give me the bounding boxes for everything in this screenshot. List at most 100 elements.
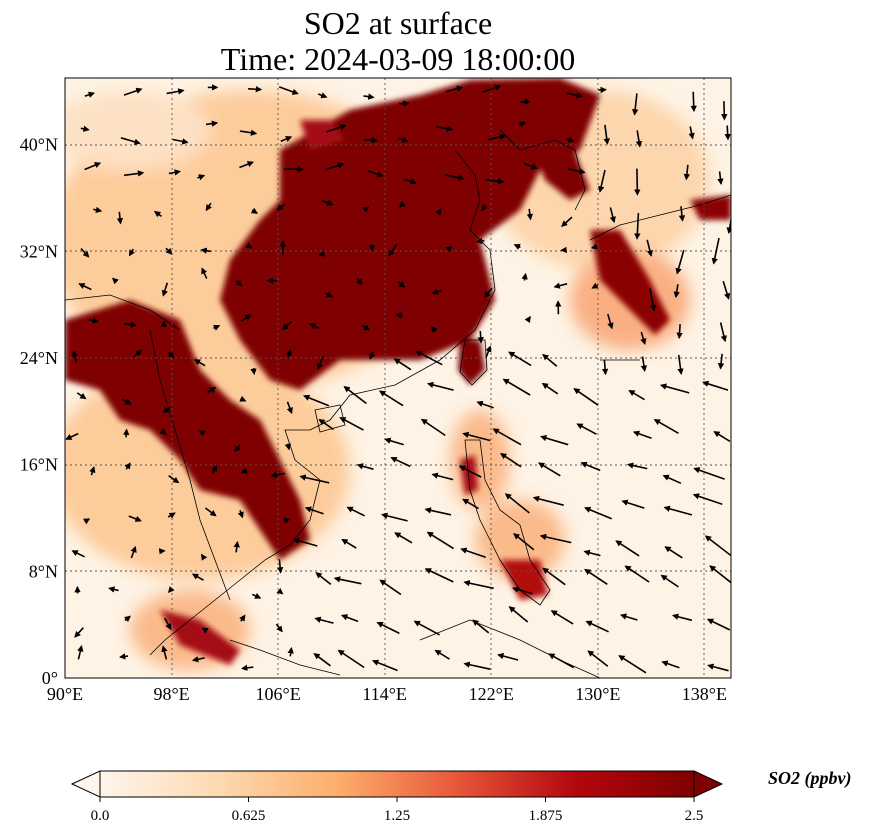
wind-arrow — [276, 559, 284, 574]
wind-arrow — [653, 419, 679, 434]
wind-arrow — [198, 430, 206, 437]
wind-arrow — [200, 247, 212, 254]
wind-arrow — [164, 617, 172, 631]
wind-arrow — [445, 85, 464, 93]
wind-arrow — [511, 586, 533, 595]
wind-arrow — [161, 645, 168, 660]
wind-arrow — [340, 614, 359, 623]
wind-arrow — [640, 356, 648, 372]
colorbar-tick-label: 1.25 — [384, 808, 410, 824]
wind-arrow — [275, 623, 283, 633]
wind-arrow — [709, 565, 731, 584]
wind-arrow — [239, 161, 254, 169]
wind-arrow — [235, 279, 243, 287]
colorbar-gradient — [99, 770, 695, 798]
wind-arrow — [245, 242, 253, 249]
wind-arrow — [65, 432, 79, 440]
wind-arrow — [399, 201, 406, 208]
wind-arrow — [213, 324, 221, 331]
wind-arrow — [585, 620, 609, 633]
wind-arrow — [404, 178, 417, 185]
wind-arrow — [111, 277, 119, 285]
wind-arrow — [280, 135, 293, 142]
wind-arrow — [93, 206, 103, 214]
wind-arrow — [413, 620, 440, 636]
lon-tick-label: 90°E — [47, 684, 83, 704]
wind-arrow — [415, 350, 443, 366]
wind-arrow — [292, 537, 318, 547]
gridlines — [65, 78, 731, 678]
wind-arrow — [168, 475, 180, 484]
lon-tick-label: 138°E — [682, 684, 727, 704]
wind-arrow — [476, 237, 485, 245]
wind-arrow — [124, 462, 131, 470]
wind-arrow — [548, 653, 575, 669]
wind-arrow — [250, 207, 258, 214]
wind-arrow — [523, 162, 538, 170]
wind-arrow — [78, 283, 92, 291]
wind-arrow — [80, 125, 90, 132]
wind-arrow — [711, 237, 720, 265]
wind-arrow — [541, 382, 559, 395]
wind-arrow — [635, 130, 643, 148]
wind-arrow — [276, 587, 284, 595]
wind-arrow — [424, 507, 452, 516]
wind-arrow — [167, 586, 175, 593]
colorbar-tick-label: 2.5 — [685, 808, 704, 824]
wind-arrow — [381, 512, 408, 522]
wind-arrow — [283, 517, 291, 524]
wind-arrow — [690, 91, 697, 113]
wind-arrow — [706, 618, 731, 631]
wind-arrow — [508, 351, 532, 367]
wind-arrow — [436, 125, 454, 132]
wind-arrow — [540, 435, 569, 446]
wind-arrow — [270, 471, 285, 479]
wind-arrow — [287, 647, 294, 657]
wind-arrow — [71, 550, 85, 558]
lat-tick-label: 24°N — [20, 348, 58, 368]
wind-arrow — [379, 579, 402, 596]
wind-arrow — [201, 553, 208, 561]
wind-arrow — [661, 660, 680, 669]
wind-arrow — [83, 518, 91, 525]
wind-arrow — [618, 655, 647, 674]
lon-tick-label: 114°E — [362, 684, 407, 704]
wind-arrow — [162, 406, 172, 414]
wind-arrow — [583, 549, 601, 557]
wind-arrow — [128, 515, 142, 522]
wind-arrow — [161, 282, 169, 297]
wind-arrow — [167, 512, 176, 519]
wind-arrow — [704, 535, 731, 556]
wind-arrow — [240, 467, 248, 474]
wind-arrow — [463, 580, 494, 590]
wind-arrow — [477, 331, 484, 344]
wind-arrow — [395, 312, 403, 319]
wind-arrow — [573, 388, 599, 406]
wind-arrow — [719, 322, 727, 343]
wind-arrow — [485, 345, 492, 358]
wind-arrow — [576, 423, 597, 435]
wind-arrow — [632, 430, 652, 440]
wind-arrow — [346, 506, 365, 517]
wind-arrow — [318, 418, 334, 431]
wind-arrow — [504, 493, 530, 514]
wind-arrow — [362, 206, 370, 213]
wind-arrow — [424, 568, 454, 583]
wind-arrow — [159, 428, 167, 435]
colorbar-label: SO2 (ppbv) — [768, 768, 852, 788]
wind-arrow — [313, 653, 331, 667]
wind-arrow — [659, 383, 690, 394]
wind-arrow — [201, 267, 208, 279]
wind-arrow — [513, 244, 521, 250]
wind-arrow — [285, 348, 292, 358]
wind-arrow — [671, 613, 693, 622]
wind-arrow — [707, 663, 729, 672]
wind-arrow — [234, 444, 241, 453]
wind-arrow — [539, 533, 572, 544]
wind-arrow — [508, 606, 529, 623]
wind-arrow — [119, 653, 129, 660]
wind-arrow — [634, 168, 641, 196]
wind-arrow — [191, 573, 204, 581]
wind-arrow — [550, 610, 574, 625]
wind-arrow — [325, 291, 333, 298]
